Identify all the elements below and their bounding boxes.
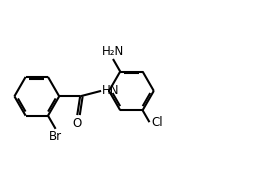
Text: Cl: Cl (152, 116, 163, 129)
Text: O: O (72, 117, 81, 130)
Text: Br: Br (49, 130, 62, 143)
Text: HN: HN (101, 84, 119, 97)
Text: H₂N: H₂N (102, 45, 124, 57)
